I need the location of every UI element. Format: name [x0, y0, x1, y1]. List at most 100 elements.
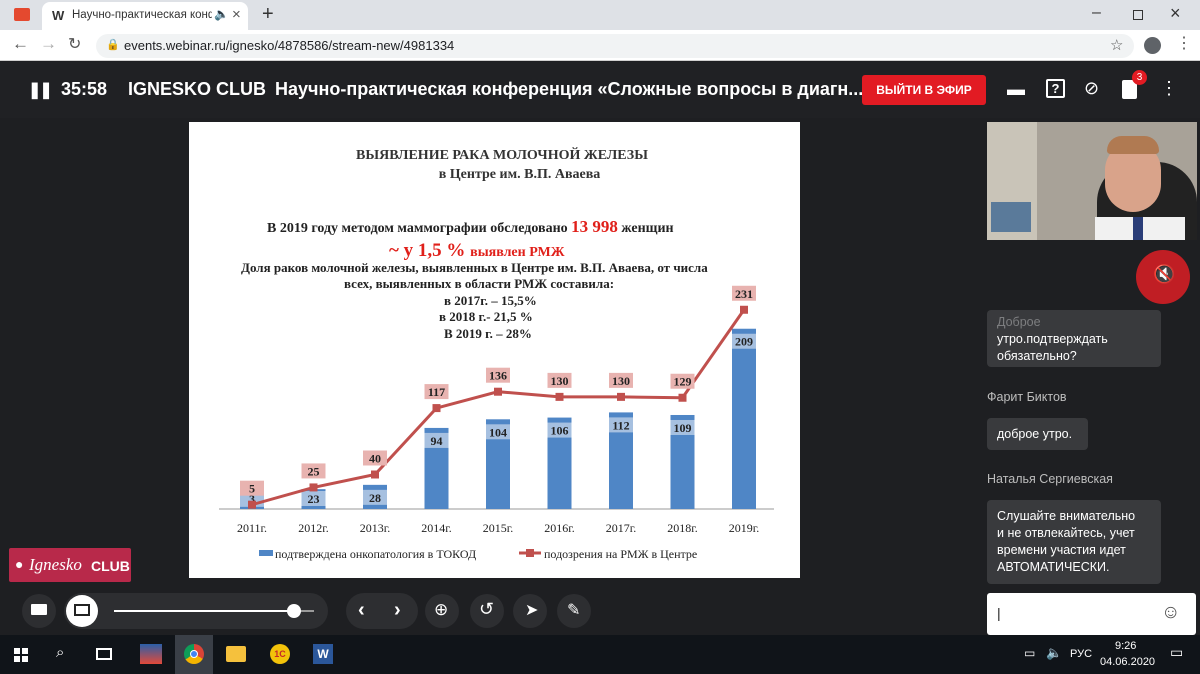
browser-tab-bar: W Научно-практическая конф 🔈 × + – ×	[0, 0, 1200, 30]
progress-handle[interactable]	[287, 604, 301, 618]
line-label-box	[732, 285, 756, 301]
chat-input-value: |	[997, 605, 1001, 621]
speaker-video	[987, 122, 1197, 240]
zoom-button[interactable]: ⊕	[425, 594, 459, 628]
line-value-label: 130	[612, 374, 630, 388]
line-label-box	[301, 463, 326, 479]
search-icon[interactable]: ⌕	[56, 644, 65, 661]
notifications-icon[interactable]: ▭	[1170, 644, 1184, 660]
draw-button[interactable]: ✎	[557, 594, 591, 628]
line-label-box	[609, 372, 633, 388]
x-tick-label: 2012г.	[298, 521, 329, 535]
profile-icon[interactable]	[1144, 37, 1161, 54]
forward-icon[interactable]: →	[40, 34, 57, 53]
close-tab-icon[interactable]: ×	[232, 6, 241, 23]
speaker-icon[interactable]: 🔈	[214, 7, 229, 21]
mute-mic-button[interactable]: 🔇	[1136, 250, 1190, 304]
line-point	[555, 392, 564, 401]
line-point	[494, 387, 502, 396]
word-icon[interactable]: W	[313, 644, 333, 664]
chrome-icon[interactable]	[184, 644, 204, 664]
tab-title: Научно-практическая конф	[72, 9, 212, 21]
language-indicator[interactable]: РУС	[1070, 648, 1093, 660]
bar-value-label: 106	[551, 424, 569, 438]
bar-label-box	[670, 419, 695, 435]
undo-button[interactable]: ↺	[470, 594, 504, 628]
bar-value-label: 104	[489, 425, 507, 439]
omnibox[interactable]: 🔒 events.webinar.ru/ignesko/4878586/stre…	[96, 34, 1134, 58]
reload-icon[interactable]: ↻	[68, 36, 82, 53]
presentation-mode-button[interactable]	[66, 595, 98, 627]
menu-kebab-icon[interactable]: ⋮	[1176, 35, 1192, 52]
maximize-icon[interactable]	[1133, 10, 1143, 20]
clock-date[interactable]: 04.06.2020	[1100, 656, 1156, 668]
line-point	[678, 393, 687, 402]
mic-off-icon: 🔇	[1153, 264, 1176, 284]
participants-off-icon[interactable]: ⊘	[1084, 78, 1100, 98]
ignesko-logo: ● Ignesko CLUB	[9, 548, 131, 582]
screen-share-button[interactable]	[22, 594, 56, 628]
chat-input[interactable]: | ☺	[987, 593, 1196, 635]
files-badge: 3	[1132, 70, 1147, 85]
line-point	[309, 483, 318, 492]
bar-value-label: 112	[612, 418, 629, 432]
presentation-slide: ВЫЯВЛЕНИЕ РАКА МОЛОЧНОЙ ЖЕЛЕЗЫ в Центре …	[189, 122, 800, 578]
url-text: events.webinar.ru/ignesko/4878586/stream…	[124, 38, 455, 53]
close-window-icon[interactable]: ×	[1170, 3, 1181, 23]
more-icon[interactable]: ⋮	[1160, 78, 1178, 98]
browser-tab[interactable]: W Научно-практическая конф 🔈 ×	[42, 2, 248, 30]
bar-value-label: 94	[431, 434, 443, 448]
bar-value-label: 109	[674, 421, 692, 435]
clock-time[interactable]: 9:26	[1115, 640, 1137, 652]
line-value-label: 231	[735, 287, 753, 301]
slide-title: ВЫЯВЛЕНИЕ РАКА МОЛОЧНОЙ ЖЕЛЕЗЫ	[356, 148, 648, 163]
network-icon[interactable]: ▭	[1024, 646, 1036, 660]
minimize-icon[interactable]: –	[1092, 4, 1101, 21]
bookmark-star-icon[interactable]: ☆	[1110, 37, 1124, 54]
pause-icon[interactable]: ❚❚	[28, 82, 53, 99]
x-tick-label: 2016г.	[544, 521, 575, 535]
x-tick-label: 2011г.	[237, 521, 267, 535]
task-view-icon[interactable]	[96, 648, 112, 660]
1c-icon[interactable]: 1С	[270, 644, 290, 664]
legend-label-bars: подтверждена онкопатология в ТОКОД	[275, 547, 476, 561]
slide-nav-group: ‹ ›	[346, 593, 418, 629]
pointer-button[interactable]: ➤	[513, 594, 547, 628]
app-icon-1[interactable]	[140, 644, 162, 664]
question-icon[interactable]: ?	[1046, 79, 1065, 98]
line-value-label: 136	[489, 369, 507, 383]
mail-icon[interactable]	[14, 8, 30, 21]
file-explorer-icon[interactable]	[226, 646, 246, 662]
slide-stat-2017: в 2017г. – 15,5%	[444, 293, 537, 308]
bar-value-label: 3	[249, 492, 255, 506]
legend-swatch-bars	[259, 550, 273, 556]
back-icon[interactable]: ←	[12, 34, 29, 53]
next-slide-icon[interactable]: ›	[394, 599, 401, 621]
line-value-label: 129	[674, 375, 692, 389]
slide-line1: В 2019 году методом маммографии обследов…	[267, 217, 674, 236]
prev-slide-icon[interactable]: ‹	[358, 599, 365, 621]
logo-dots-icon: ●	[15, 556, 24, 572]
emoji-icon[interactable]: ☺	[1161, 602, 1181, 623]
webinar-topbar: ❚❚ 35:58 IGNESKO CLUB Научно-практическа…	[0, 62, 1200, 118]
bar-label-box	[363, 489, 387, 505]
go-on-air-button[interactable]: ВЫЙТИ В ЭФИР	[862, 75, 986, 105]
lock-icon[interactable]: 🔒	[106, 39, 120, 51]
org-name: IGNESKO CLUB	[128, 79, 267, 99]
favicon-w-icon: W	[52, 8, 65, 23]
cursor-icon: ➤	[525, 602, 539, 619]
bar-label-box	[609, 417, 633, 433]
new-tab-icon[interactable]: +	[262, 3, 274, 25]
windows-start-icon[interactable]	[14, 648, 28, 662]
slide-stat-2019: В 2019 г. – 28%	[444, 326, 532, 341]
bar-value-label: 209	[735, 335, 753, 349]
line-point	[371, 470, 379, 479]
x-tick-label: 2015г.	[483, 521, 514, 535]
volume-icon[interactable]: 🔈	[1046, 645, 1063, 660]
line-label-box	[424, 384, 449, 400]
slide-progress-group	[64, 593, 328, 629]
files-icon[interactable]	[1122, 80, 1137, 99]
chat-icon[interactable]: ▬	[1007, 79, 1025, 99]
slide-line2: ~ у 1,5 % выявлен РМЖ	[389, 240, 565, 261]
line-label-box	[486, 367, 510, 383]
